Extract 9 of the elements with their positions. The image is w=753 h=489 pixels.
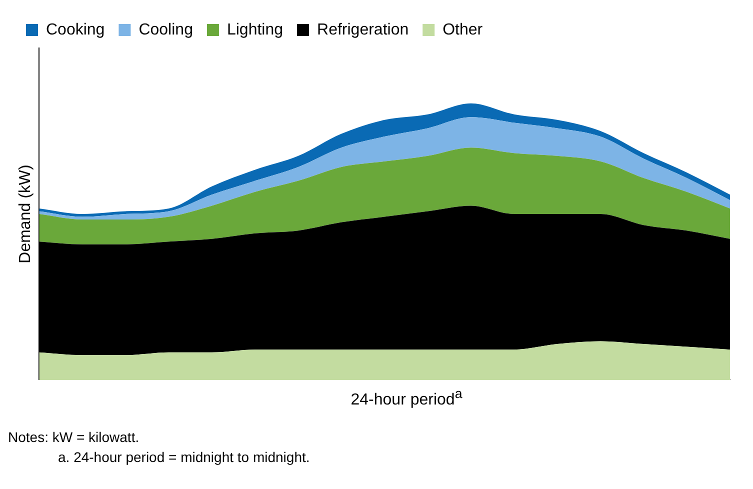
legend-label: Cooling (138, 21, 193, 38)
legend-label: Lighting (226, 21, 284, 38)
x-axis-title: 24-hour period$^{a}$ (350, 386, 464, 410)
legend-label: Other (442, 21, 484, 38)
y-axis-title: Demand (kW) (17, 164, 34, 264)
text: Notes: kW = kilowatt. (8, 429, 140, 446)
legend-label: Refrigeration (317, 21, 409, 38)
legend-label: Cooking (46, 21, 105, 38)
text: a. 24-hour period = midnight to midnight. (57, 449, 311, 466)
